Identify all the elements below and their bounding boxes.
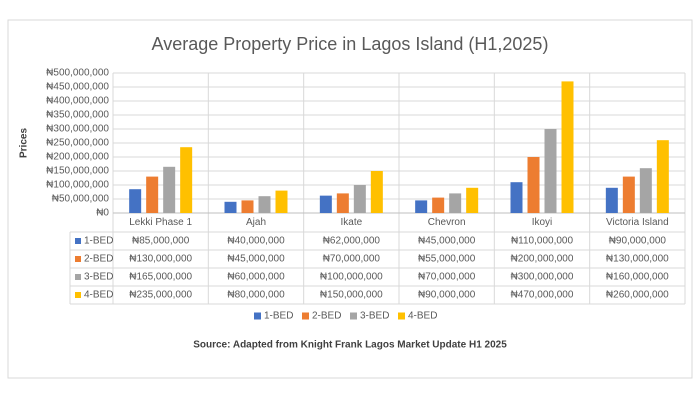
bar [415,200,428,213]
table-value: ₦60,000,000 [227,272,285,283]
bar [163,166,176,213]
bar [336,193,349,213]
table-value: ₦130,000,000 [606,254,669,265]
category-label: Lekki Phase 1 [129,217,192,228]
bar [146,176,159,213]
table-key [75,274,81,280]
table-value: ₦40,000,000 [227,236,285,247]
table-value: ₦70,000,000 [418,272,476,283]
legend-swatch [398,312,405,320]
y-axis-title: Prices [19,128,30,158]
bar [622,176,635,213]
category-label: Ikoyi [532,217,553,228]
table-value: ₦85,000,000 [132,236,190,247]
table-value: ₦235,000,000 [129,290,192,301]
bar [319,195,332,213]
bar [258,196,271,213]
bar [180,147,193,213]
table-row-label: 3-BED [84,272,113,283]
category-label: Ajah [246,217,266,228]
y-tick-label: ₦500,000,000 [46,68,109,79]
y-tick-label: ₦250,000,000 [46,138,109,149]
table-key [75,256,81,262]
table-value: ₦110,000,000 [511,236,574,247]
table-value: ₦300,000,000 [511,272,574,283]
bar [224,201,237,213]
bar [639,168,652,213]
category-label: Ikate [340,217,362,228]
bar [370,171,383,213]
y-tick-label: ₦400,000,000 [46,96,109,107]
bar [561,81,574,214]
y-tick-label: ₦150,000,000 [46,166,109,177]
table-value: ₦165,000,000 [129,272,192,283]
y-tick-label: ₦450,000,000 [46,82,109,93]
bar [656,140,669,213]
table-value: ₦45,000,000 [227,254,285,265]
legend-label: 1-BED [264,311,293,322]
chart-title: Average Property Price in Lagos Island (… [152,34,549,54]
table-value: ₦150,000,000 [320,290,383,301]
legend-label: 4-BED [408,311,437,322]
bar [432,197,445,213]
table-row-label: 2-BED [84,254,113,265]
table-value: ₦100,000,000 [320,272,383,283]
category-label: Chevron [428,217,466,228]
table-value: ₦45,000,000 [418,236,476,247]
table-key [75,238,81,244]
bar [353,185,366,213]
legend-swatch [350,312,357,320]
table-row-label: 4-BED [84,290,113,301]
table-key [75,292,81,298]
bar [605,187,618,213]
category-label: Victoria Island [606,217,669,228]
legend-swatch [302,312,309,320]
table-value: ₦80,000,000 [227,290,285,301]
bar [527,157,540,213]
table-value: ₦70,000,000 [323,254,381,265]
y-tick-label: ₦200,000,000 [46,152,109,163]
y-tick-label: ₦350,000,000 [46,110,109,121]
table-value: ₦160,000,000 [606,272,669,283]
table-value: ₦55,000,000 [418,254,476,265]
source-note: Source: Adapted from Knight Frank Lagos … [193,340,507,351]
table-row-label: 1-BED [84,236,113,247]
table-value: ₦260,000,000 [606,290,669,301]
bar [466,187,479,213]
table-value: ₦130,000,000 [129,254,192,265]
table-value: ₦62,000,000 [323,236,381,247]
y-tick-label: ₦0 [96,208,109,219]
table-value: ₦470,000,000 [511,290,574,301]
bar [510,182,523,213]
bar [275,190,288,213]
legend-swatch [254,312,261,320]
bar [449,193,462,213]
legend-label: 3-BED [360,311,389,322]
bar [129,189,142,213]
y-tick-label: ₦50,000,000 [52,194,110,205]
legend-label: 2-BED [312,311,341,322]
bar [241,200,254,213]
table-value: ₦90,000,000 [609,236,667,247]
table-value: ₦200,000,000 [511,254,574,265]
y-tick-label: ₦300,000,000 [46,124,109,135]
y-tick-label: ₦100,000,000 [46,180,109,191]
bar [544,129,557,213]
table-value: ₦90,000,000 [418,290,476,301]
